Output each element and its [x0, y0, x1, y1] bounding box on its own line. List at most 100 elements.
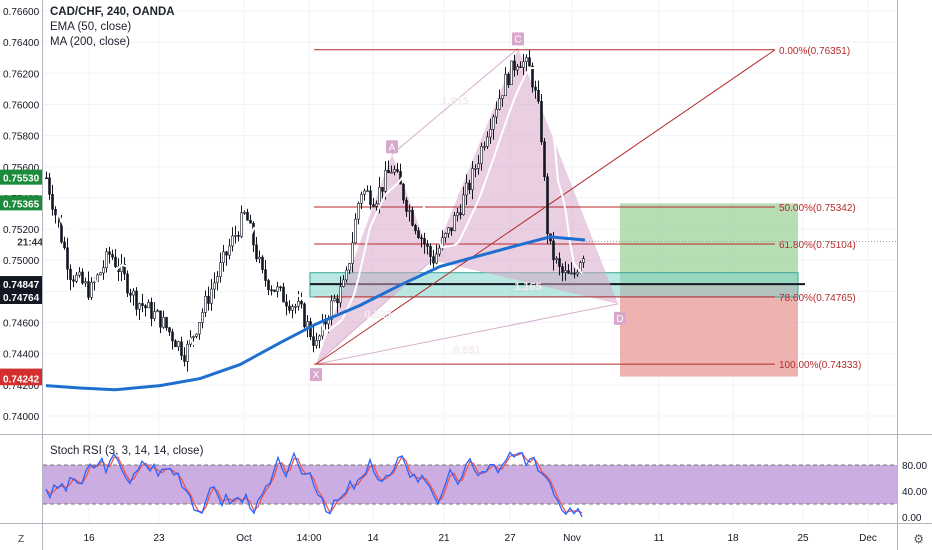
- price-badge-label: 21:44: [17, 238, 43, 249]
- candle-body: [486, 136, 489, 147]
- pattern-point-box: [386, 140, 398, 154]
- price-tick: 0.74400: [3, 350, 40, 361]
- candle-body: [504, 73, 507, 97]
- price-badge: [0, 195, 42, 211]
- candle-body: [84, 281, 87, 284]
- price-tick: 0.75200: [3, 225, 40, 236]
- candle-body: [402, 183, 405, 201]
- stoch-tick: 40.00: [902, 487, 927, 498]
- candle-body: [429, 246, 432, 257]
- candle-body: [405, 199, 408, 212]
- candle-body: [336, 298, 339, 304]
- candle-body: [204, 295, 207, 313]
- candle-body: [210, 288, 213, 304]
- candle-body: [357, 202, 360, 220]
- candle-body: [450, 227, 453, 232]
- pattern-ratios: 1.915 0.523 0.691 1.165: [364, 95, 542, 356]
- candle-body: [456, 212, 459, 216]
- candle-body: [297, 300, 300, 307]
- time-tick: Nov: [563, 533, 581, 544]
- candle-body: [366, 190, 369, 193]
- candle-body: [159, 310, 162, 328]
- candle-body: [195, 333, 198, 337]
- candle-body: [105, 251, 108, 269]
- candle-body: [165, 317, 168, 329]
- candle-body: [573, 272, 576, 275]
- pattern-leg: [315, 259, 433, 365]
- ratio-label: 0.691: [453, 345, 481, 357]
- candle-body: [411, 209, 414, 226]
- price-badge-label: 0.74242: [3, 374, 40, 385]
- candle-body: [198, 322, 201, 335]
- candle-body: [393, 169, 396, 173]
- candle-body: [420, 237, 423, 240]
- stoch-rsi-pane[interactable]: [43, 451, 897, 518]
- candle-body: [51, 194, 54, 210]
- candle-body: [174, 340, 177, 348]
- candle-body: [522, 61, 525, 68]
- candle-body: [516, 66, 519, 71]
- time-tick: 18: [727, 533, 739, 544]
- candle-body: [525, 57, 528, 63]
- candle-body: [177, 341, 180, 348]
- ema-path: [46, 66, 583, 346]
- candle-body: [330, 300, 333, 320]
- candle-body: [414, 225, 417, 232]
- ma-legend[interactable]: MA (200, close): [50, 36, 130, 48]
- candle-body: [231, 235, 234, 247]
- candle-body: [537, 89, 540, 102]
- candle-body: [483, 146, 486, 148]
- candle-body: [213, 282, 216, 290]
- pattern-point-box: [614, 311, 626, 325]
- symbol-title: CAD/CHF, 240, OANDA: [50, 6, 175, 18]
- candle-body: [351, 242, 354, 264]
- price-axis[interactable]: 0.76600 0.76400 0.76200 0.76000 0.75800 0.756…: [0, 7, 927, 524]
- candle-body: [87, 281, 90, 298]
- candle-body: [162, 317, 165, 328]
- candle-body: [360, 193, 363, 204]
- time-tick: 14: [367, 533, 379, 544]
- candle-body: [111, 254, 114, 258]
- candle-body: [237, 235, 240, 237]
- candle-body: [234, 235, 237, 237]
- stoch-band: [43, 465, 897, 504]
- zoom-button[interactable]: Z: [17, 534, 25, 545]
- candle-body: [114, 256, 117, 268]
- candle-body: [369, 190, 372, 205]
- candle-body: [222, 251, 225, 263]
- candle-body: [306, 321, 309, 328]
- time-axis[interactable]: 16 23 Oct 14:00 14 21 27 Nov 11 18 25 Dec: [83, 533, 876, 544]
- price-tick: 0.75000: [3, 256, 40, 267]
- candle-body: [501, 95, 504, 99]
- candle-body: [186, 343, 189, 362]
- candle-body: [363, 190, 366, 195]
- candle-body: [126, 273, 129, 294]
- time-tick: Dec: [859, 533, 877, 544]
- price-tick: 0.74600: [3, 319, 40, 330]
- ema-legend[interactable]: EMA (50, close): [50, 21, 132, 33]
- candle-body: [543, 141, 546, 178]
- candle-body: [492, 116, 495, 130]
- candle-body: [54, 209, 57, 216]
- pattern-point-label: D: [616, 314, 623, 325]
- candle-body: [318, 335, 321, 341]
- candle-body: [342, 279, 345, 287]
- candle-body: [453, 215, 456, 232]
- candle-body: [417, 230, 420, 239]
- candle-body: [201, 312, 204, 323]
- candle-body: [489, 129, 492, 138]
- candle-body: [108, 251, 111, 255]
- candle-body: [378, 187, 381, 205]
- gear-icon[interactable]: ⚙: [913, 532, 924, 546]
- candle-body: [75, 274, 78, 282]
- stoch-legend[interactable]: Stoch RSI (3, 3, 14, 14, close): [50, 445, 204, 457]
- fib-label: 78.60%(0.74765): [779, 293, 856, 304]
- candle-body: [135, 290, 138, 310]
- candle-body: [444, 233, 447, 238]
- time-tick: 16: [83, 533, 95, 544]
- price-badge: [0, 169, 42, 185]
- candle-body: [63, 241, 66, 249]
- candle-body: [288, 305, 291, 311]
- time-tick: 23: [153, 533, 165, 544]
